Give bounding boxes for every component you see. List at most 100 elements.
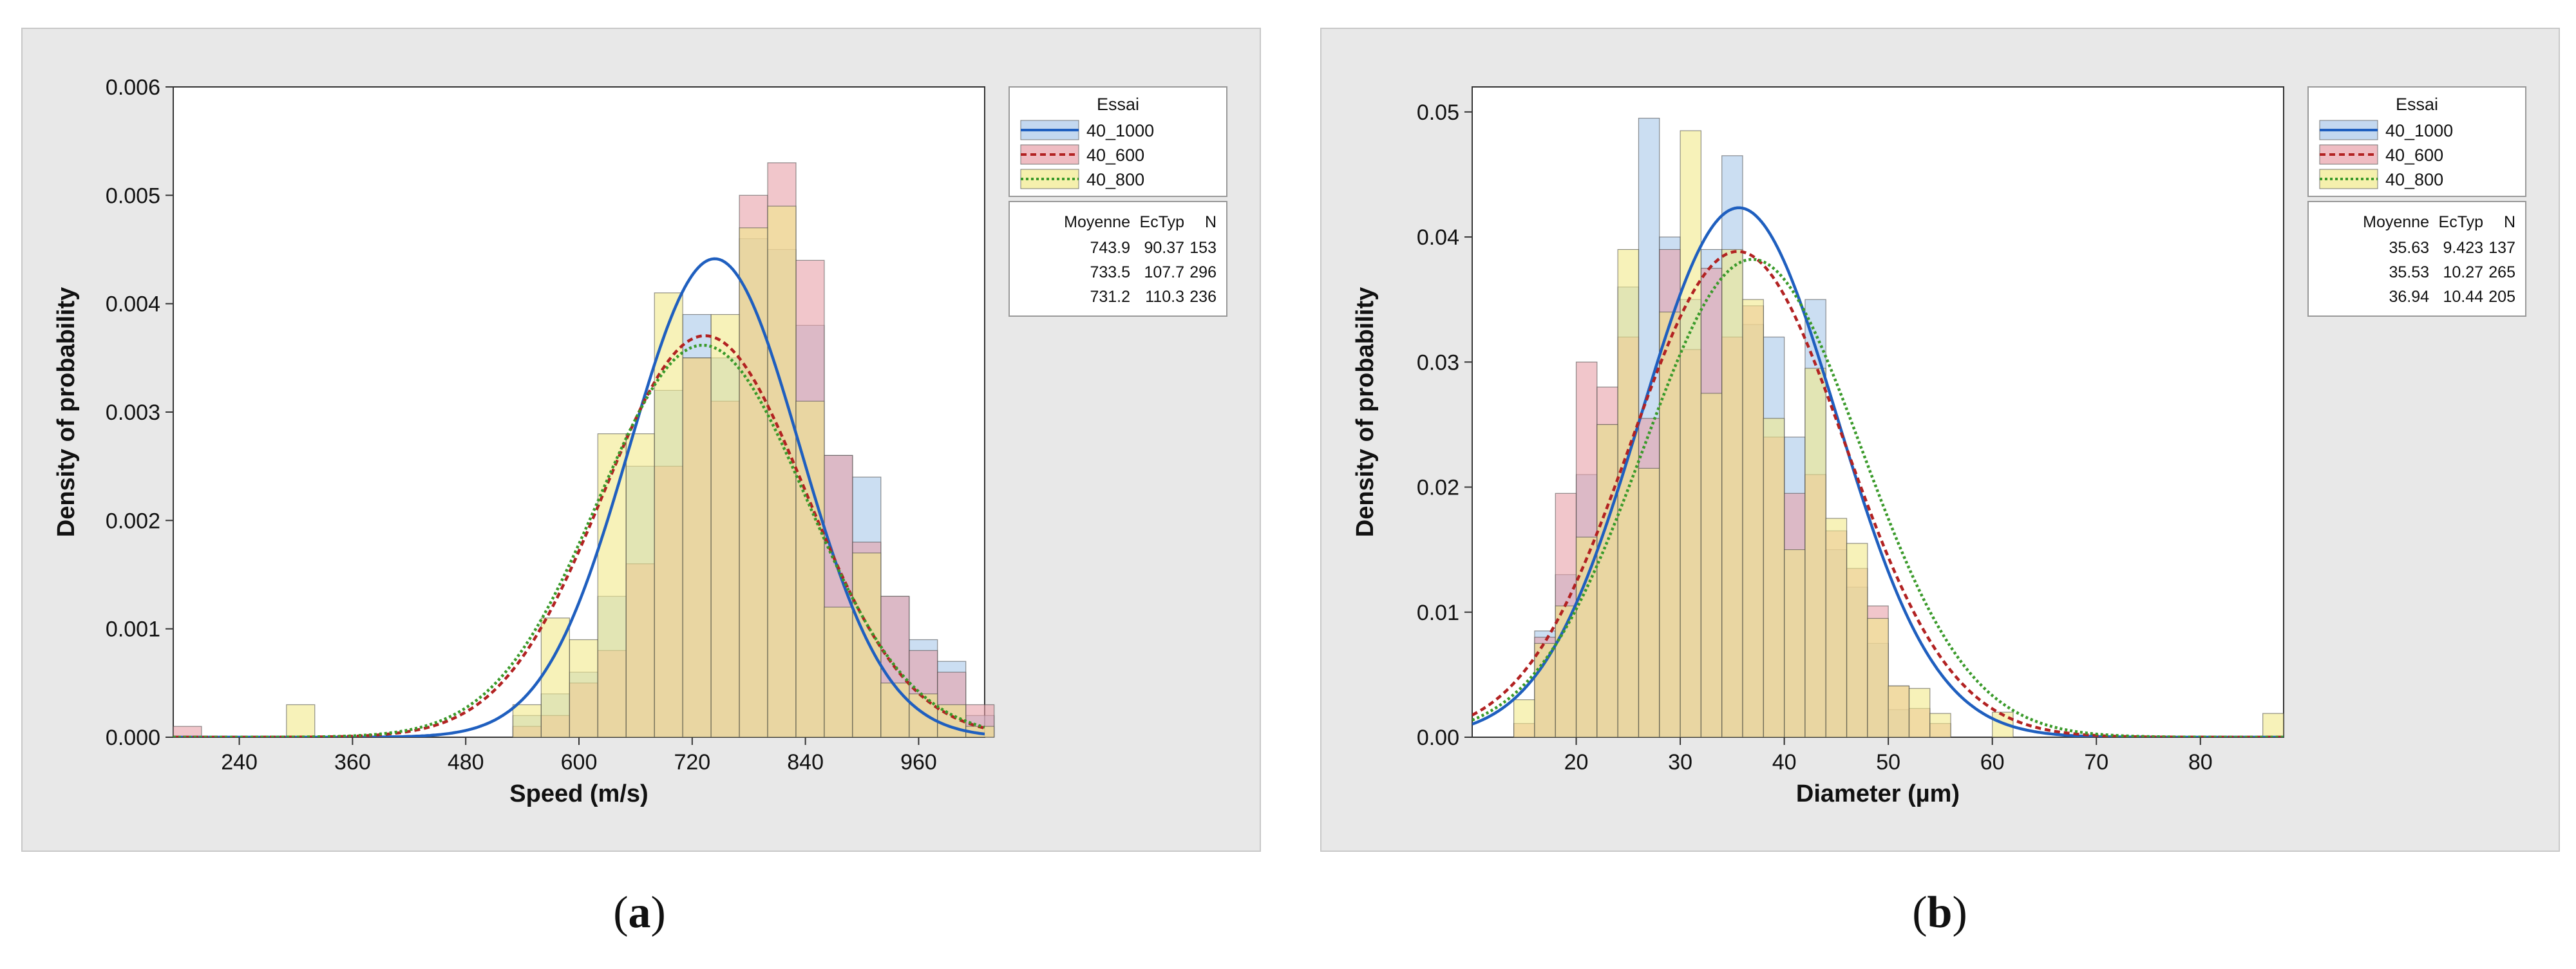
y-tick-label: 0.004 — [106, 292, 160, 317]
histogram-bars — [173, 162, 995, 738]
stats-sd-40_800: 110.3 — [1145, 288, 1184, 306]
histogram-bar-40_800 — [512, 704, 542, 738]
x-tick-label: 40 — [1772, 750, 1797, 775]
stats-n-40_600: 296 — [1189, 263, 1217, 281]
histogram-bar-40_800 — [1596, 424, 1618, 738]
y-tick-label: 0.02 — [1417, 476, 1459, 500]
histogram-bar-40_800 — [625, 433, 655, 738]
histogram-bar-40_800 — [1763, 418, 1785, 738]
y-tick-label: 0.00 — [1417, 726, 1459, 750]
x-axis-label: Speed (m/s) — [509, 780, 648, 807]
stats-header-mean: Moyenne — [1064, 213, 1130, 231]
stats-mean-40_600: 35.53 — [2389, 263, 2429, 281]
y-axis-label: Density of probability — [53, 287, 80, 537]
stats-n-40_800: 205 — [2488, 288, 2515, 306]
stats-sd-40_800: 10.44 — [2443, 288, 2483, 306]
legend: Essai 40_1000 40_600 40_800 — [1009, 86, 1227, 197]
legend-title: Essai — [1097, 95, 1139, 114]
histogram-bar-40_800 — [654, 292, 683, 738]
histogram-bar-40_800 — [1888, 685, 1910, 738]
y-tick-label: 0.001 — [106, 617, 160, 642]
fit-curves — [1472, 206, 2284, 737]
y-tick-label: 0.04 — [1417, 225, 1459, 250]
histogram-bar-40_800 — [824, 607, 853, 738]
legend: Essai 40_1000 40_600 40_800 — [2307, 86, 2526, 197]
stats-sd-40_1000: 9.423 — [2443, 239, 2483, 257]
stats-n-40_800: 236 — [1189, 288, 1217, 306]
x-tick-label: 960 — [900, 750, 937, 775]
legend-label-40_800: 40_800 — [2385, 170, 2443, 189]
y-tick-label: 0.01 — [1417, 601, 1459, 625]
stats-mean-40_800: 731.2 — [1090, 288, 1130, 306]
histogram-bar-40_800 — [1804, 368, 1826, 738]
histogram-bar-40_800 — [569, 639, 598, 738]
y-tick-label: 0.000 — [106, 726, 160, 750]
x-tick-label: 50 — [1876, 750, 1900, 775]
subfigure-label-b: (b) — [1912, 888, 1967, 937]
histogram-bar-40_800 — [1534, 643, 1556, 738]
histogram-bar-40_800 — [1617, 249, 1640, 738]
legend-label-40_800: 40_800 — [1086, 170, 1144, 189]
legend-label-40_600: 40_600 — [2385, 146, 2443, 165]
stats-header-n: N — [1205, 213, 1217, 231]
stats-n-40_1000: 137 — [2488, 239, 2515, 257]
legend-label-40_1000: 40_1000 — [1086, 121, 1154, 140]
stats-table: Moyenne EcTyp N 743.9 90.37 153 733.5 107.7 296 7… — [1009, 201, 1227, 317]
histogram-bar-40_800 — [1659, 312, 1681, 738]
stats-mean-40_800: 36.94 — [2389, 288, 2429, 306]
histogram-bar-40_800 — [852, 552, 882, 738]
y-tick-label: 0.005 — [106, 183, 160, 208]
histogram-bar-40_800 — [795, 400, 825, 738]
stats-header-mean: Moyenne — [2363, 213, 2429, 231]
stats-header-n: N — [2504, 213, 2515, 231]
stats-mean-40_1000: 35.63 — [2389, 239, 2429, 257]
stats-header-sd: EcTyp — [2439, 213, 2483, 231]
histogram-bar-40_800 — [880, 682, 910, 738]
stats-n-40_1000: 153 — [1189, 239, 1217, 257]
subfigure-label-a: (a) — [613, 888, 666, 937]
y-tick-label: 0.05 — [1417, 100, 1459, 125]
histogram-bar-40_800 — [1784, 549, 1806, 738]
y-tick-label: 0.002 — [106, 509, 160, 533]
histogram-bar-40_800 — [1825, 518, 1848, 738]
stats-sd-40_600: 10.27 — [2443, 263, 2483, 281]
histogram-bar-40_800 — [1742, 299, 1764, 738]
y-tick-label: 0.003 — [106, 400, 160, 425]
stats-sd-40_600: 107.7 — [1144, 263, 1184, 281]
x-tick-label: 60 — [1980, 750, 2005, 775]
stats-box — [2307, 201, 2526, 317]
legend-label-40_1000: 40_1000 — [2385, 121, 2453, 140]
x-tick-label: 20 — [1564, 750, 1589, 775]
legend-label-40_600: 40_600 — [1086, 146, 1144, 165]
histogram-bar-40_800 — [909, 693, 938, 738]
y-tick-label: 0.03 — [1417, 350, 1459, 375]
histogram-bar-40_800 — [1700, 393, 1723, 738]
histogram-bar-40_800 — [1908, 688, 1931, 738]
histogram-bar-40_800 — [286, 704, 316, 738]
fit-curves — [173, 257, 985, 737]
histogram-bars — [1513, 117, 2284, 738]
histogram-bar-40_800 — [597, 433, 627, 738]
legend-swatch-40_800 — [2319, 169, 2378, 189]
fit-curve-40_800 — [173, 343, 985, 737]
x-tick-label: 480 — [448, 750, 484, 775]
histogram-bar-40_800 — [1846, 543, 1868, 738]
legend-swatch-40_800 — [1020, 169, 1079, 189]
stats-n-40_600: 265 — [2488, 263, 2515, 281]
legend-title: Essai — [2396, 95, 2438, 114]
stats-table: Moyenne EcTyp N 35.63 9.423 137 35.53 10.27 265 3… — [2307, 201, 2526, 317]
stats-mean-40_1000: 743.9 — [1090, 239, 1130, 257]
fit-curve-40_1000 — [173, 257, 985, 737]
histogram-bar-40_800 — [1680, 130, 1701, 738]
histogram-bar-40_800 — [2262, 713, 2284, 738]
y-tick-label: 0.006 — [106, 75, 160, 100]
chart-panel-a: 0.000 0.001 0.002 0.003 0.004 0.005 0.006 240 36… — [21, 28, 1261, 852]
y-axis-label: Density of probability — [1352, 287, 1379, 537]
x-tick-label: 80 — [2188, 750, 2213, 775]
histogram-bar-40_800 — [1575, 536, 1598, 738]
x-tick-label: 720 — [674, 750, 710, 775]
stats-box — [1009, 201, 1227, 317]
fit-curve-40_800 — [1472, 258, 2284, 737]
histogram-bar-40_800 — [1867, 617, 1889, 738]
histogram-bar-40_800 — [1638, 467, 1660, 738]
